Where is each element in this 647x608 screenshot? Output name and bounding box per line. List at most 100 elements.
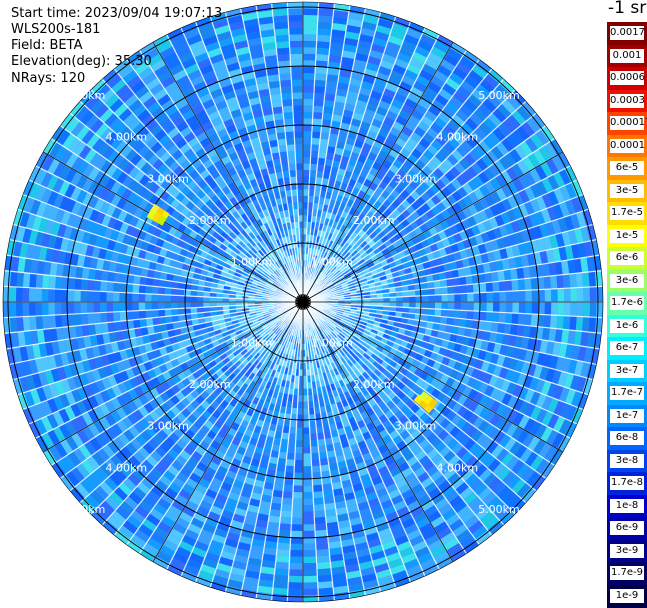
range-bin bbox=[331, 277, 338, 283]
range-bin bbox=[344, 31, 360, 41]
range-bin bbox=[324, 253, 331, 261]
range-bin bbox=[480, 153, 494, 168]
range-bin bbox=[542, 236, 553, 251]
range-bin bbox=[500, 170, 513, 185]
range-bin bbox=[484, 206, 495, 220]
range-bin bbox=[333, 281, 341, 286]
range-bin bbox=[308, 195, 315, 203]
range-bin bbox=[510, 268, 518, 281]
range-bin bbox=[576, 211, 587, 228]
range-bin bbox=[459, 55, 476, 70]
range-bin bbox=[407, 92, 421, 104]
range-bin bbox=[336, 245, 343, 253]
range-bin bbox=[431, 99, 446, 112]
range-bin bbox=[465, 319, 473, 329]
range-bin bbox=[334, 95, 347, 104]
range-bin bbox=[323, 268, 330, 275]
range-bin bbox=[106, 291, 113, 302]
range-bin bbox=[361, 114, 374, 125]
range-bin bbox=[106, 312, 114, 323]
range-bin bbox=[530, 133, 544, 150]
range-bin bbox=[421, 165, 433, 177]
range-bin bbox=[532, 149, 546, 165]
range-bin bbox=[335, 88, 348, 97]
range-bin bbox=[377, 65, 392, 77]
range-bin bbox=[273, 483, 284, 492]
range-bin bbox=[458, 157, 471, 171]
range-bin bbox=[432, 273, 440, 282]
range-bin bbox=[574, 227, 584, 244]
range-bin bbox=[345, 164, 355, 173]
range-bin bbox=[375, 251, 384, 259]
range-bin bbox=[303, 588, 319, 596]
range-bin bbox=[303, 98, 314, 106]
range-bin bbox=[558, 168, 572, 186]
range-bin bbox=[433, 40, 450, 54]
range-bin bbox=[310, 446, 319, 454]
range-bin bbox=[575, 316, 584, 332]
range-bin bbox=[317, 250, 323, 257]
range-bin bbox=[361, 224, 370, 233]
range-bin bbox=[365, 62, 380, 72]
range-bin bbox=[449, 166, 461, 179]
range-bin bbox=[317, 574, 333, 583]
range-bin bbox=[570, 302, 578, 317]
range-bin bbox=[275, 555, 290, 563]
range-bin bbox=[389, 302, 397, 307]
range-bin bbox=[424, 57, 441, 71]
range-bin bbox=[303, 150, 311, 158]
range-bin bbox=[545, 221, 556, 237]
range-bin bbox=[328, 133, 339, 142]
range-bin bbox=[467, 93, 483, 108]
range-bin bbox=[125, 292, 133, 302]
range-bin bbox=[353, 139, 365, 149]
range-bin bbox=[541, 177, 554, 194]
range-bin bbox=[307, 202, 314, 210]
range-bin bbox=[383, 252, 392, 260]
range-bin bbox=[541, 193, 553, 209]
range-bin bbox=[361, 21, 378, 31]
range-bin bbox=[553, 187, 565, 204]
range-bin bbox=[119, 311, 127, 322]
range-bin bbox=[490, 88, 506, 104]
range-bin bbox=[360, 27, 376, 38]
range-bin bbox=[367, 96, 381, 107]
range-bin bbox=[316, 549, 330, 557]
range-bin bbox=[313, 196, 320, 204]
range-bin bbox=[492, 312, 500, 323]
range-bin bbox=[323, 165, 332, 173]
range-bin bbox=[378, 222, 387, 231]
range-bin bbox=[455, 174, 468, 187]
range-bin bbox=[344, 274, 352, 281]
range-bin bbox=[364, 271, 373, 278]
range-bin bbox=[417, 39, 434, 52]
range-bin bbox=[492, 281, 500, 292]
range-bin bbox=[347, 84, 361, 94]
range-bin bbox=[381, 53, 397, 65]
range-bin bbox=[325, 261, 332, 269]
range-bin bbox=[511, 109, 527, 126]
range-bin bbox=[352, 242, 360, 250]
range-bin bbox=[378, 213, 388, 223]
range-bin bbox=[348, 247, 356, 255]
range-bin bbox=[306, 221, 312, 229]
range-bin bbox=[287, 446, 296, 454]
range-bin bbox=[517, 242, 527, 256]
range-bin bbox=[451, 269, 459, 279]
range-bin bbox=[330, 166, 339, 175]
range-bin bbox=[324, 87, 337, 95]
range-bin bbox=[294, 453, 303, 460]
range-bin bbox=[472, 283, 481, 294]
range-bin bbox=[453, 251, 462, 262]
range-bin bbox=[516, 267, 525, 280]
range-bin bbox=[576, 287, 584, 302]
range-bin bbox=[482, 262, 491, 274]
range-bin bbox=[99, 302, 107, 313]
range-bin bbox=[138, 302, 146, 311]
range-bin bbox=[336, 273, 344, 280]
range-bin bbox=[486, 251, 496, 263]
range-bin bbox=[303, 60, 316, 67]
range-bin bbox=[372, 235, 381, 244]
range-bin bbox=[303, 466, 312, 473]
range-bin bbox=[369, 145, 381, 156]
